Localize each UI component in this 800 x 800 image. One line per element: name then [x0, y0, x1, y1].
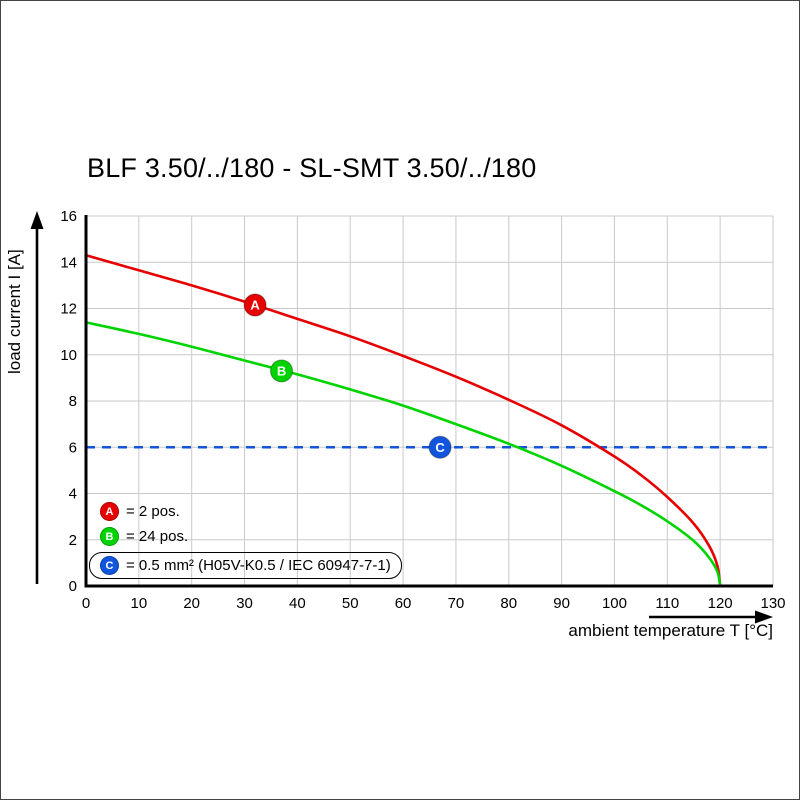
y-tick-label: 12	[60, 301, 77, 318]
marker-c-icon	[428, 435, 452, 459]
marker-letter-a: A	[250, 298, 260, 313]
legend-marker-c-icon: C	[100, 556, 119, 575]
x-tick-label: 50	[342, 595, 359, 612]
y-tick-label: 16	[60, 208, 77, 225]
marker-b-icon	[269, 359, 294, 383]
x-tick-label: 110	[655, 595, 679, 612]
x-tick-label: 0	[82, 595, 90, 612]
x-tick-label: 60	[395, 595, 412, 612]
marker-letter-c: C	[435, 440, 445, 455]
legend-item-b: B = 24 pos.	[100, 527, 402, 546]
chart-title: BLF 3.50/../180 - SL-SMT 3.50/../180	[87, 153, 537, 183]
y-tick-label: 2	[69, 532, 77, 549]
x-axis-label: ambient temperature T [°C]	[568, 621, 773, 640]
legend-label-c: = 0.5 mm² (H05V-K0.5 / IEC 60947-7-1)	[126, 557, 391, 574]
x-tick-label: 10	[131, 595, 148, 612]
x-tick-label: 20	[183, 595, 200, 612]
legend: A = 2 pos. B = 24 pos. C = 0.5 mm² (H05V…	[89, 502, 402, 579]
y-tick-label: 6	[69, 439, 77, 456]
x-tick-label: 90	[553, 595, 570, 612]
x-tick-label: 70	[448, 595, 465, 612]
x-tick-label: 100	[602, 595, 627, 612]
legend-marker-a-icon: A	[100, 502, 119, 521]
marker-a-icon	[243, 293, 267, 317]
x-tick-label: 120	[708, 595, 733, 612]
x-tick-label: 80	[500, 595, 517, 612]
x-axis-arrowhead-icon	[755, 610, 773, 624]
curve-b	[84, 321, 722, 588]
legend-label-b: = 24 pos.	[126, 528, 189, 545]
marker-letter-b: B	[277, 363, 286, 378]
x-tick-label: 130	[760, 595, 785, 612]
x-tick-label: 40	[289, 595, 306, 612]
curve-a	[84, 254, 722, 588]
y-tick-label: 8	[69, 393, 77, 410]
y-tick-label: 14	[60, 254, 77, 271]
y-tick-label: 0	[69, 578, 77, 595]
y-tick-label: 4	[69, 486, 77, 503]
legend-marker-b-icon: B	[100, 527, 119, 546]
legend-item-c: C = 0.5 mm² (H05V-K0.5 / IEC 60947-7-1)	[89, 552, 402, 579]
x-tick-label: 30	[236, 595, 253, 612]
y-axis-arrowhead-icon	[30, 211, 44, 229]
legend-label-a: = 2 pos.	[126, 503, 180, 520]
y-tick-label: 10	[60, 347, 77, 364]
legend-item-a: A = 2 pos.	[100, 502, 402, 521]
